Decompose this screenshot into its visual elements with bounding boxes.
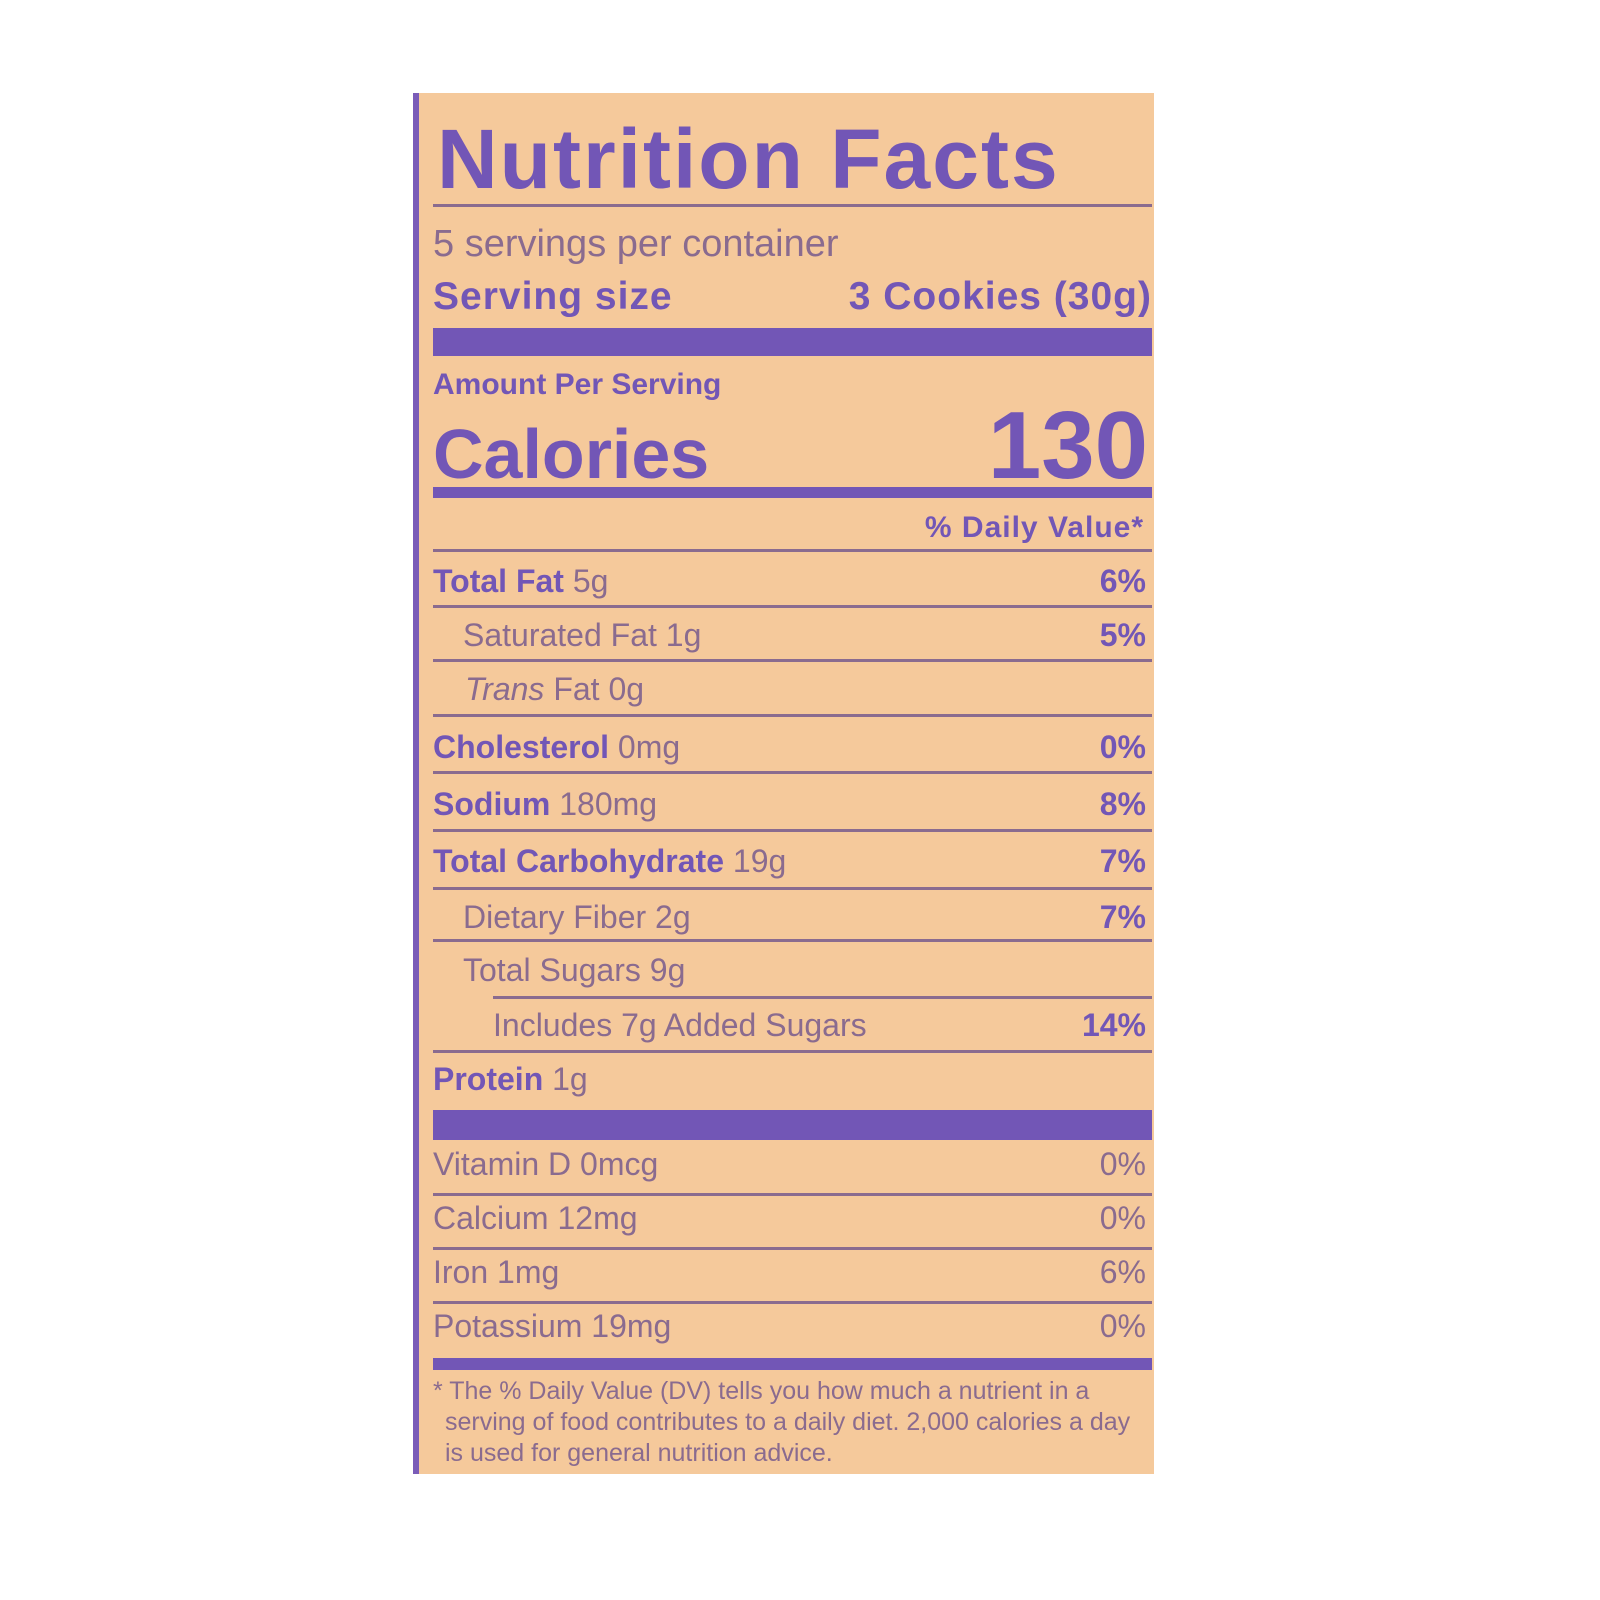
nutrient-dv: 14% xyxy=(1081,1007,1146,1043)
nutrient-added-sugars: Includes 7g Added Sugars 14% xyxy=(433,1007,1152,1044)
calories-value: 130 xyxy=(987,392,1148,499)
nutrient-name: Cholesterol xyxy=(433,729,610,765)
nutrient-name: Total Fat xyxy=(433,563,564,599)
nutrient-total-sugars: Total Sugars 9g xyxy=(433,952,1152,989)
medium-bar xyxy=(433,487,1152,498)
nutrient-trans-fat: Trans Fat 0g xyxy=(433,671,1152,708)
servings-per-container: 5 servings per container xyxy=(433,223,1152,266)
amount-per-serving: Amount Per Serving xyxy=(433,368,1152,402)
footnote-line: * The % Daily Value (DV) tells you how m… xyxy=(433,1377,1090,1405)
vitamin-amount: 19mg xyxy=(591,1308,672,1344)
label-title: Nutrition Facts xyxy=(437,112,1060,206)
vitamin-amount: 12mg xyxy=(557,1200,638,1236)
nutrient-saturated-fat: Saturated Fat 1g 5% xyxy=(433,617,1152,654)
nutrient-dv: 7% xyxy=(1099,843,1146,879)
footnote-line: serving of food contributes to a daily d… xyxy=(445,1408,1131,1436)
calcium: Calcium 12mg 0% xyxy=(433,1200,1152,1237)
divider xyxy=(433,1050,1152,1053)
potassium: Potassium 19mg 0% xyxy=(433,1308,1152,1345)
thick-bar xyxy=(433,328,1152,356)
vitamin-dv: 0% xyxy=(1099,1200,1146,1236)
nutrient-amount: 2g xyxy=(655,899,691,935)
nutrient-name: Total Carbohydrate xyxy=(433,843,724,879)
nutrient-dv: 8% xyxy=(1099,786,1146,822)
iron: Iron 1mg 6% xyxy=(433,1254,1152,1291)
nutrient-name: Saturated Fat xyxy=(463,617,657,653)
serving-size-label: Serving size xyxy=(433,275,673,318)
nutrient-amount: 0g xyxy=(608,671,645,707)
vitamin-name: Vitamin D xyxy=(433,1146,572,1182)
divider xyxy=(493,996,1152,999)
divider xyxy=(433,1247,1152,1250)
nutrient-dv: 6% xyxy=(1099,563,1146,599)
divider xyxy=(433,939,1152,942)
nutrient-name: Total Sugars xyxy=(463,952,641,988)
vitamin-dv: 0% xyxy=(1099,1146,1146,1182)
nutrient-name: Sodium xyxy=(433,786,551,822)
nutrient-dv: 7% xyxy=(1099,899,1146,935)
medium-bar xyxy=(433,1358,1152,1370)
nutrient-amount: 19g xyxy=(732,843,787,879)
divider xyxy=(433,887,1152,890)
calories-row: Calories 130 xyxy=(433,391,1152,501)
nutrient-amount: 5g xyxy=(572,563,609,599)
nutrition-facts-label: Nutrition Facts 5 servings per container… xyxy=(413,93,1154,1474)
vitamin-name: Iron xyxy=(433,1254,489,1290)
vitamin-name: Potassium xyxy=(433,1308,583,1344)
nutrient-name: Protein xyxy=(433,1061,544,1097)
vitamin-amount: 1mg xyxy=(497,1254,560,1290)
footnote: * The % Daily Value (DV) tells you how m… xyxy=(433,1376,1132,1469)
nutrient-total-fat: Total Fat 5g 6% xyxy=(433,563,1152,600)
divider xyxy=(433,659,1152,662)
thick-bar xyxy=(433,1110,1152,1140)
dv-header-text: % Daily Value* xyxy=(924,511,1144,544)
divider xyxy=(433,605,1152,608)
servings-text: 5 servings per container xyxy=(433,223,839,265)
vitamin-dv: 0% xyxy=(1099,1308,1146,1344)
footnote-line: is used for general nutrition advice. xyxy=(445,1439,833,1467)
nutrient-protein: Protein 1g xyxy=(433,1061,1152,1098)
daily-value-header: % Daily Value* xyxy=(433,511,1152,545)
vitamin-name: Calcium xyxy=(433,1200,549,1236)
nutrient-dv: 0% xyxy=(1099,729,1146,765)
calories-label: Calories xyxy=(433,415,710,493)
divider xyxy=(433,1301,1152,1304)
nutrient-cholesterol: Cholesterol 0mg 0% xyxy=(433,729,1152,766)
nutrient-name: Dietary Fiber xyxy=(463,899,647,935)
nutrient-name: Includes 7g Added Sugars xyxy=(493,1007,867,1043)
divider xyxy=(433,829,1152,832)
serving-size: Serving size 3 Cookies (30g) xyxy=(433,275,1152,319)
divider xyxy=(433,204,1152,207)
nutrient-dv: 5% xyxy=(1099,617,1146,653)
nutrient-amount: 0mg xyxy=(617,729,681,765)
nutrient-name: Fat xyxy=(553,671,600,707)
nutrient-amount: 1g xyxy=(552,1061,588,1097)
serving-size-value: 3 Cookies (30g) xyxy=(848,275,1152,318)
nutrient-dietary-fiber: Dietary Fiber 2g 7% xyxy=(433,899,1152,936)
vitamin-amount: 0mcg xyxy=(580,1146,659,1182)
nutrient-amount: 9g xyxy=(649,952,686,988)
vitamin-dv: 6% xyxy=(1099,1254,1146,1290)
nutrient-total-carbohydrate: Total Carbohydrate 19g 7% xyxy=(433,843,1152,880)
divider xyxy=(433,714,1152,717)
divider xyxy=(433,771,1152,774)
amount-per-serving-text: Amount Per Serving xyxy=(433,368,722,401)
divider xyxy=(433,1193,1152,1196)
nutrient-name-italic: Trans xyxy=(465,671,545,707)
divider xyxy=(433,549,1152,552)
nutrient-amount: 180mg xyxy=(559,786,658,822)
nutrient-amount: 1g xyxy=(665,617,702,653)
nutrient-sodium: Sodium 180mg 8% xyxy=(433,786,1152,823)
vitamin-d: Vitamin D 0mcg 0% xyxy=(433,1146,1152,1183)
